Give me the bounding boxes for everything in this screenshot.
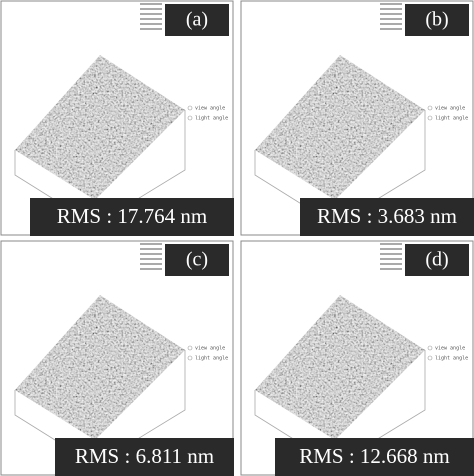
- legend-label: light angle: [435, 116, 468, 122]
- legend-label: light angle: [195, 356, 228, 362]
- legend-label: light angle: [435, 356, 468, 362]
- panel-label: (c): [186, 249, 208, 271]
- panel: view angle light angle (b) RMS : 3.683 nm: [241, 1, 474, 236]
- rms-label: RMS : 17.764 nm: [57, 204, 208, 228]
- legend-label: light angle: [195, 116, 228, 122]
- panel-label: (b): [425, 9, 448, 31]
- legend-label: view angle: [195, 106, 225, 112]
- panel-label: (d): [425, 249, 448, 271]
- panel: view angle light angle (a) RMS : 17.764 nm: [1, 1, 234, 236]
- legend-label: view angle: [435, 346, 465, 352]
- rms-label: RMS : 12.668 nm: [299, 444, 450, 468]
- panel: view angle light angle (c) RMS : 6.811 nm: [1, 241, 234, 476]
- rms-label: RMS : 3.683 nm: [317, 204, 457, 228]
- figure: view anglelight angle(a)RMS : 17.764 nmv…: [0, 0, 474, 476]
- legend-label: view angle: [435, 106, 465, 112]
- legend-label: view angle: [195, 346, 225, 352]
- panel: view angle light angle (d) RMS : 12.668 nm: [241, 241, 474, 476]
- panel-label: (a): [186, 9, 208, 31]
- rms-label: RMS : 6.811 nm: [75, 444, 214, 468]
